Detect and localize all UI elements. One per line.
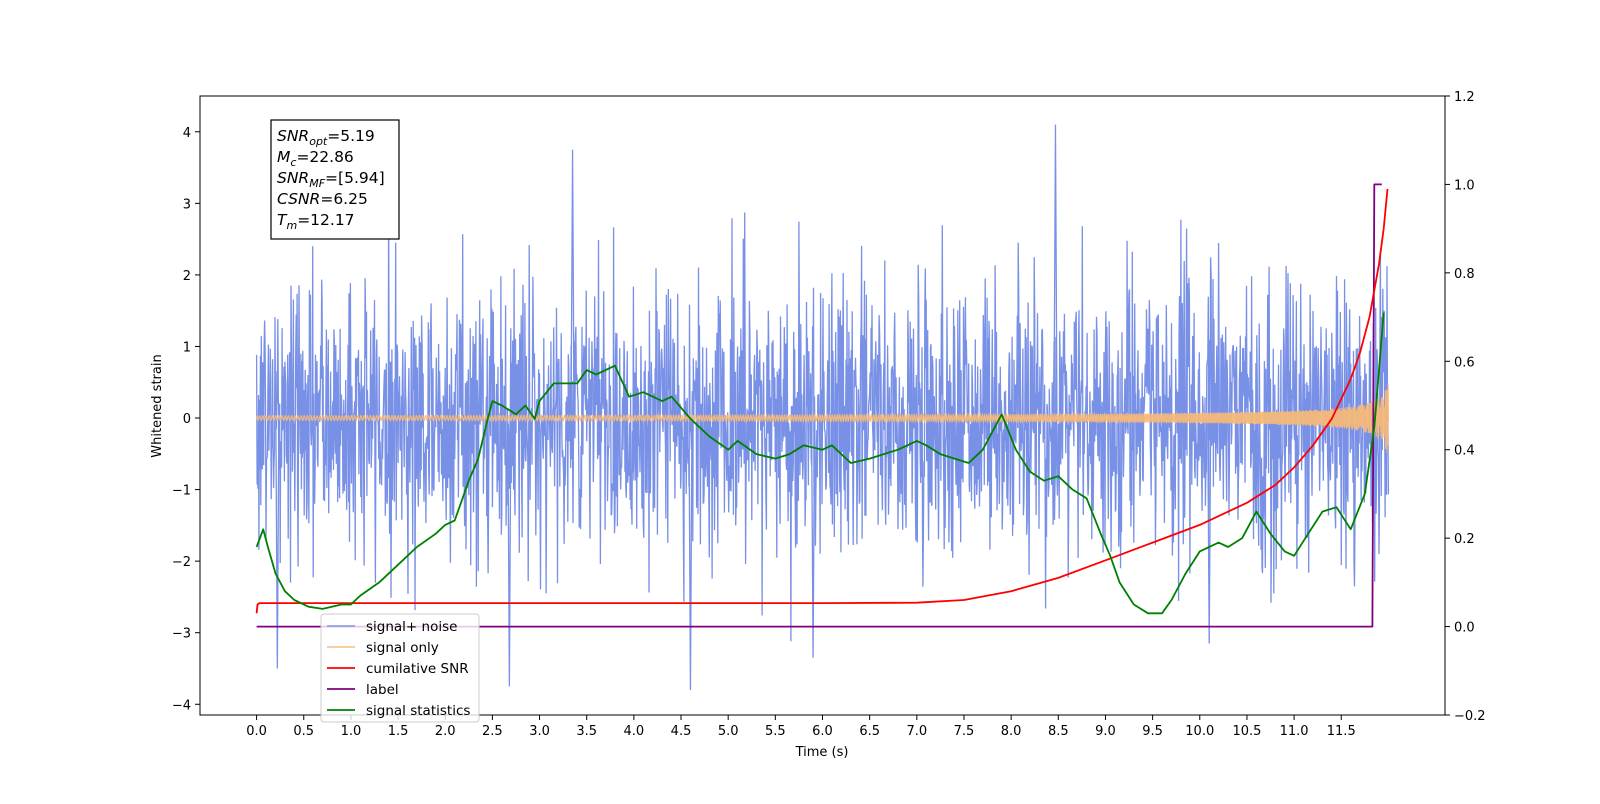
axis-ticks: 0.0 0.5 1.0 1.5 2.0 2.5 3.0 3.5 4.0 4.5 5.0 5.5 6.0 6… — [172, 90, 1486, 739]
y-axis-label: Whitened strain — [150, 354, 165, 457]
plot-area — [255, 124, 1390, 690]
annotation-line: Tm=12.17 — [277, 211, 355, 232]
y-tick-label: −3 — [172, 627, 191, 642]
y-tick-label: 2 — [183, 269, 191, 284]
signal-noise-spike — [1207, 418, 1212, 644]
x-tick-label: 9.5 — [1142, 724, 1163, 739]
series-signal-statistics-line — [255, 312, 1385, 615]
x-tick-label: 4.0 — [624, 724, 645, 739]
x-tick-label: 2.5 — [482, 724, 503, 739]
y2-tick-label: 0.2 — [1454, 532, 1475, 547]
annotation-line: SNRMF=[5.94] — [277, 169, 385, 190]
x-tick-label: 3.0 — [529, 724, 550, 739]
annotation-line: Mc=22.86 — [277, 148, 354, 169]
y2-tick-label: 0.0 — [1454, 621, 1475, 636]
series-cumulative-snr-line — [255, 188, 1389, 614]
y2-tick-label: 0.8 — [1454, 267, 1475, 282]
signal-noise-spike — [1053, 124, 1058, 419]
x-tick-label: 8.0 — [1001, 724, 1022, 739]
x-axis-label: Time (s) — [795, 745, 849, 760]
y2-tick-label: 0.4 — [1454, 444, 1475, 459]
y-tick-label: −2 — [172, 555, 191, 570]
x-tick-label: 1.5 — [388, 724, 409, 739]
y-tick-label: 4 — [183, 126, 191, 141]
x-tick-label: 4.5 — [671, 724, 692, 739]
x-tick-label: 6.5 — [859, 724, 880, 739]
y2-tick-label: 1.2 — [1454, 90, 1475, 105]
y2-tick-label: −0.2 — [1454, 709, 1486, 724]
legend-label: signal+ noise — [366, 619, 457, 635]
x-tick-label: 6.0 — [812, 724, 833, 739]
annotation-line: CSNR=6.25 — [277, 190, 368, 208]
x-tick-label: 10.0 — [1185, 724, 1214, 739]
y-tick-label: −4 — [172, 698, 191, 713]
x-tick-label: 7.5 — [954, 724, 975, 739]
y-tick-label: 3 — [183, 197, 191, 212]
x-tick-label: 3.5 — [576, 724, 597, 739]
legend-frame — [320, 613, 480, 723]
y-tick-label: 1 — [183, 340, 191, 355]
x-tick-label: 0.5 — [293, 724, 314, 739]
annotation-frame — [270, 119, 400, 240]
signal-noise-spike — [810, 418, 816, 658]
annotation-line: SNRopt=5.19 — [277, 127, 375, 148]
stats-annotation-box: SNRopt=5.19Mc=22.86SNRMF=[5.94]CSNR=6.25… — [270, 119, 400, 240]
legend-label: signal statistics — [366, 703, 470, 719]
series-label-line — [256, 183, 1382, 628]
series-signal-only-line — [256, 384, 1389, 453]
x-tick-label: 11.5 — [1327, 724, 1356, 739]
legend-label: signal only — [366, 640, 439, 656]
x-tick-label: 8.5 — [1048, 724, 1069, 739]
x-tick-label: 11.0 — [1280, 724, 1309, 739]
x-tick-label: 5.0 — [718, 724, 739, 739]
y-tick-label: 0 — [183, 412, 191, 427]
x-tick-label: 0.0 — [246, 724, 267, 739]
y2-tick-label: 0.6 — [1454, 355, 1475, 370]
legend-label: cumilative SNR — [366, 661, 469, 677]
x-tick-label: 9.0 — [1095, 724, 1116, 739]
legend: signal+ noise signal only cumilative SNR la… — [320, 613, 480, 723]
x-tick-label: 5.5 — [765, 724, 786, 739]
x-tick-label: 7.0 — [906, 724, 927, 739]
series-signal-noise-line — [255, 199, 1390, 642]
signal-noise-spike — [570, 149, 575, 419]
x-tick-label: 10.5 — [1232, 724, 1261, 739]
legend-label: label — [366, 682, 399, 698]
y2-tick-label: 1.0 — [1454, 178, 1475, 193]
y-tick-label: −1 — [172, 484, 191, 499]
x-tick-label: 1.0 — [341, 724, 362, 739]
x-tick-label: 2.0 — [435, 724, 456, 739]
